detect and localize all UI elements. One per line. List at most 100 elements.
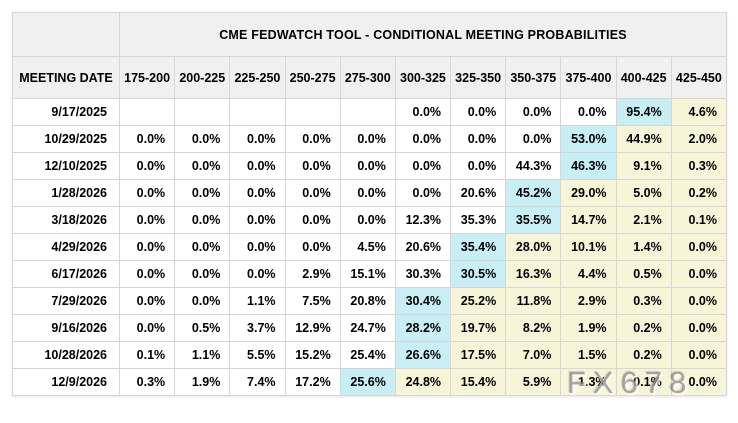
probability-cell: 4.6% (670, 98, 728, 126)
probability-cell: 0.0% (284, 152, 341, 180)
probability-cell: 0.5% (174, 314, 231, 342)
probability-cell: 11.8% (505, 287, 562, 315)
probability-cell: 0.0% (394, 98, 452, 126)
table-title: CME FEDWATCH TOOL - CONDITIONAL MEETING … (119, 12, 727, 57)
probability-cell: 1.1% (229, 287, 286, 315)
rate-range-header: 225-250 (229, 56, 286, 99)
probability-cell: 0.0% (670, 368, 728, 396)
meeting-date-header: MEETING DATE (12, 56, 120, 99)
meeting-date: 7/29/2026 (12, 287, 120, 315)
probability-cell: 0.1% (615, 368, 672, 396)
probability-cell: 0.0% (284, 206, 341, 234)
probability-cell: 30.4% (394, 287, 452, 315)
table-row: 9/17/2025 0.0% 0.0% 0.0% 0.0% 95.4% 4.6% (12, 98, 728, 126)
probability-cell: 14.7% (560, 206, 617, 234)
probability-cell: 0.5% (615, 260, 672, 288)
table-row: 10/28/2026 0.1% 1.1% 5.5% 15.2% 25.4% 26.6% 17.… (12, 341, 728, 369)
probability-cell: 0.0% (560, 98, 617, 126)
probability-cell: 0.0% (284, 125, 341, 153)
table-row: 1/28/2026 0.0% 0.0% 0.0% 0.0% 0.0% 0.0% 20.6% 45… (12, 179, 728, 207)
probability-cell: 30.5% (450, 260, 507, 288)
probability-cell: 0.0% (174, 233, 231, 261)
probability-cell: 10.1% (560, 233, 617, 261)
probability-cell (229, 98, 286, 126)
probability-cell: 0.0% (450, 152, 507, 180)
probability-cell: 30.3% (394, 260, 452, 288)
meeting-date: 9/17/2025 (12, 98, 120, 126)
probability-cell: 0.0% (450, 125, 507, 153)
probability-cell: 0.0% (174, 287, 231, 315)
probability-cell: 0.3% (118, 368, 176, 396)
probability-cell: 0.0% (174, 179, 231, 207)
probability-cell: 25.4% (339, 341, 396, 369)
probability-cell: 0.0% (118, 260, 176, 288)
probability-cell: 0.0% (670, 287, 728, 315)
probability-cell: 0.0% (284, 233, 341, 261)
probability-cell: 35.4% (450, 233, 507, 261)
probability-cell: 0.0% (339, 206, 396, 234)
probability-cell: 20.8% (339, 287, 396, 315)
rate-range-header: 400-425 (615, 56, 672, 99)
probability-cell: 0.0% (670, 260, 728, 288)
table-row: 12/10/2025 0.0% 0.0% 0.0% 0.0% 0.0% 0.0% 0.0% 44… (12, 152, 728, 180)
probability-cell: 1.5% (560, 341, 617, 369)
probability-cell: 0.0% (174, 260, 231, 288)
corner-cell (12, 12, 120, 57)
probability-cell: 12.3% (394, 206, 452, 234)
rate-range-header: 350-375 (505, 56, 562, 99)
probability-cell (174, 98, 231, 126)
probability-cell: 0.0% (174, 125, 231, 153)
probability-cell: 0.0% (118, 233, 176, 261)
title-row: CME FEDWATCH TOOL - CONDITIONAL MEETING … (12, 12, 727, 57)
rate-range-header: 375-400 (560, 56, 617, 99)
probability-cell: 9.1% (615, 152, 672, 180)
probability-cell: 0.0% (284, 179, 341, 207)
probability-cell: 19.7% (450, 314, 507, 342)
probability-cell: 20.6% (450, 179, 507, 207)
probability-cell: 0.0% (670, 233, 728, 261)
probability-cell: 44.3% (505, 152, 562, 180)
probability-cell: 5.5% (229, 341, 286, 369)
meeting-date: 3/18/2026 (12, 206, 120, 234)
probability-cell: 1.9% (560, 314, 617, 342)
rate-range-header: 425-450 (670, 56, 728, 99)
probability-cell: 4.4% (560, 260, 617, 288)
probability-cell: 0.0% (229, 206, 286, 234)
probability-cell: 95.4% (615, 98, 672, 126)
rate-range-header: 275-300 (339, 56, 396, 99)
probability-cell: 0.0% (229, 260, 286, 288)
probability-cell: 15.2% (284, 341, 341, 369)
probability-cell: 0.0% (229, 233, 286, 261)
probability-cell: 46.3% (560, 152, 617, 180)
meeting-date: 1/28/2026 (12, 179, 120, 207)
table-row: 4/29/2026 0.0% 0.0% 0.0% 0.0% 4.5% 20.6% 35.4% 2… (12, 233, 728, 261)
probability-cell: 0.0% (229, 179, 286, 207)
probability-cell: 0.3% (670, 152, 728, 180)
meeting-date: 9/16/2026 (12, 314, 120, 342)
probability-cell: 0.0% (670, 341, 728, 369)
probability-cell: 0.0% (505, 125, 562, 153)
probability-cell: 0.0% (394, 152, 452, 180)
probability-cell: 0.2% (670, 179, 728, 207)
probability-cell: 0.0% (339, 179, 396, 207)
probability-cell: 2.9% (560, 287, 617, 315)
probability-cell: 35.3% (450, 206, 507, 234)
fedwatch-probabilities-table: CME FEDWATCH TOOL - CONDITIONAL MEETING … (12, 12, 728, 396)
probability-cell: 0.0% (505, 98, 562, 126)
column-header-row: MEETING DATE 175-200 200-225 225-250 250-27… (12, 56, 728, 99)
probability-cell: 24.7% (339, 314, 396, 342)
probability-cell: 1.9% (174, 368, 231, 396)
probability-cell: 25.6% (339, 368, 396, 396)
probability-cell: 1.3% (560, 368, 617, 396)
meeting-date: 6/17/2026 (12, 260, 120, 288)
probability-cell: 44.9% (615, 125, 672, 153)
probability-cell: 24.8% (394, 368, 452, 396)
probability-cell: 1.4% (615, 233, 672, 261)
rate-range-header: 250-275 (284, 56, 341, 99)
probability-cell: 3.7% (229, 314, 286, 342)
meeting-date: 10/29/2025 (12, 125, 120, 153)
probability-cell: 16.3% (505, 260, 562, 288)
probability-cell: 0.0% (229, 152, 286, 180)
probability-cell (339, 98, 396, 126)
